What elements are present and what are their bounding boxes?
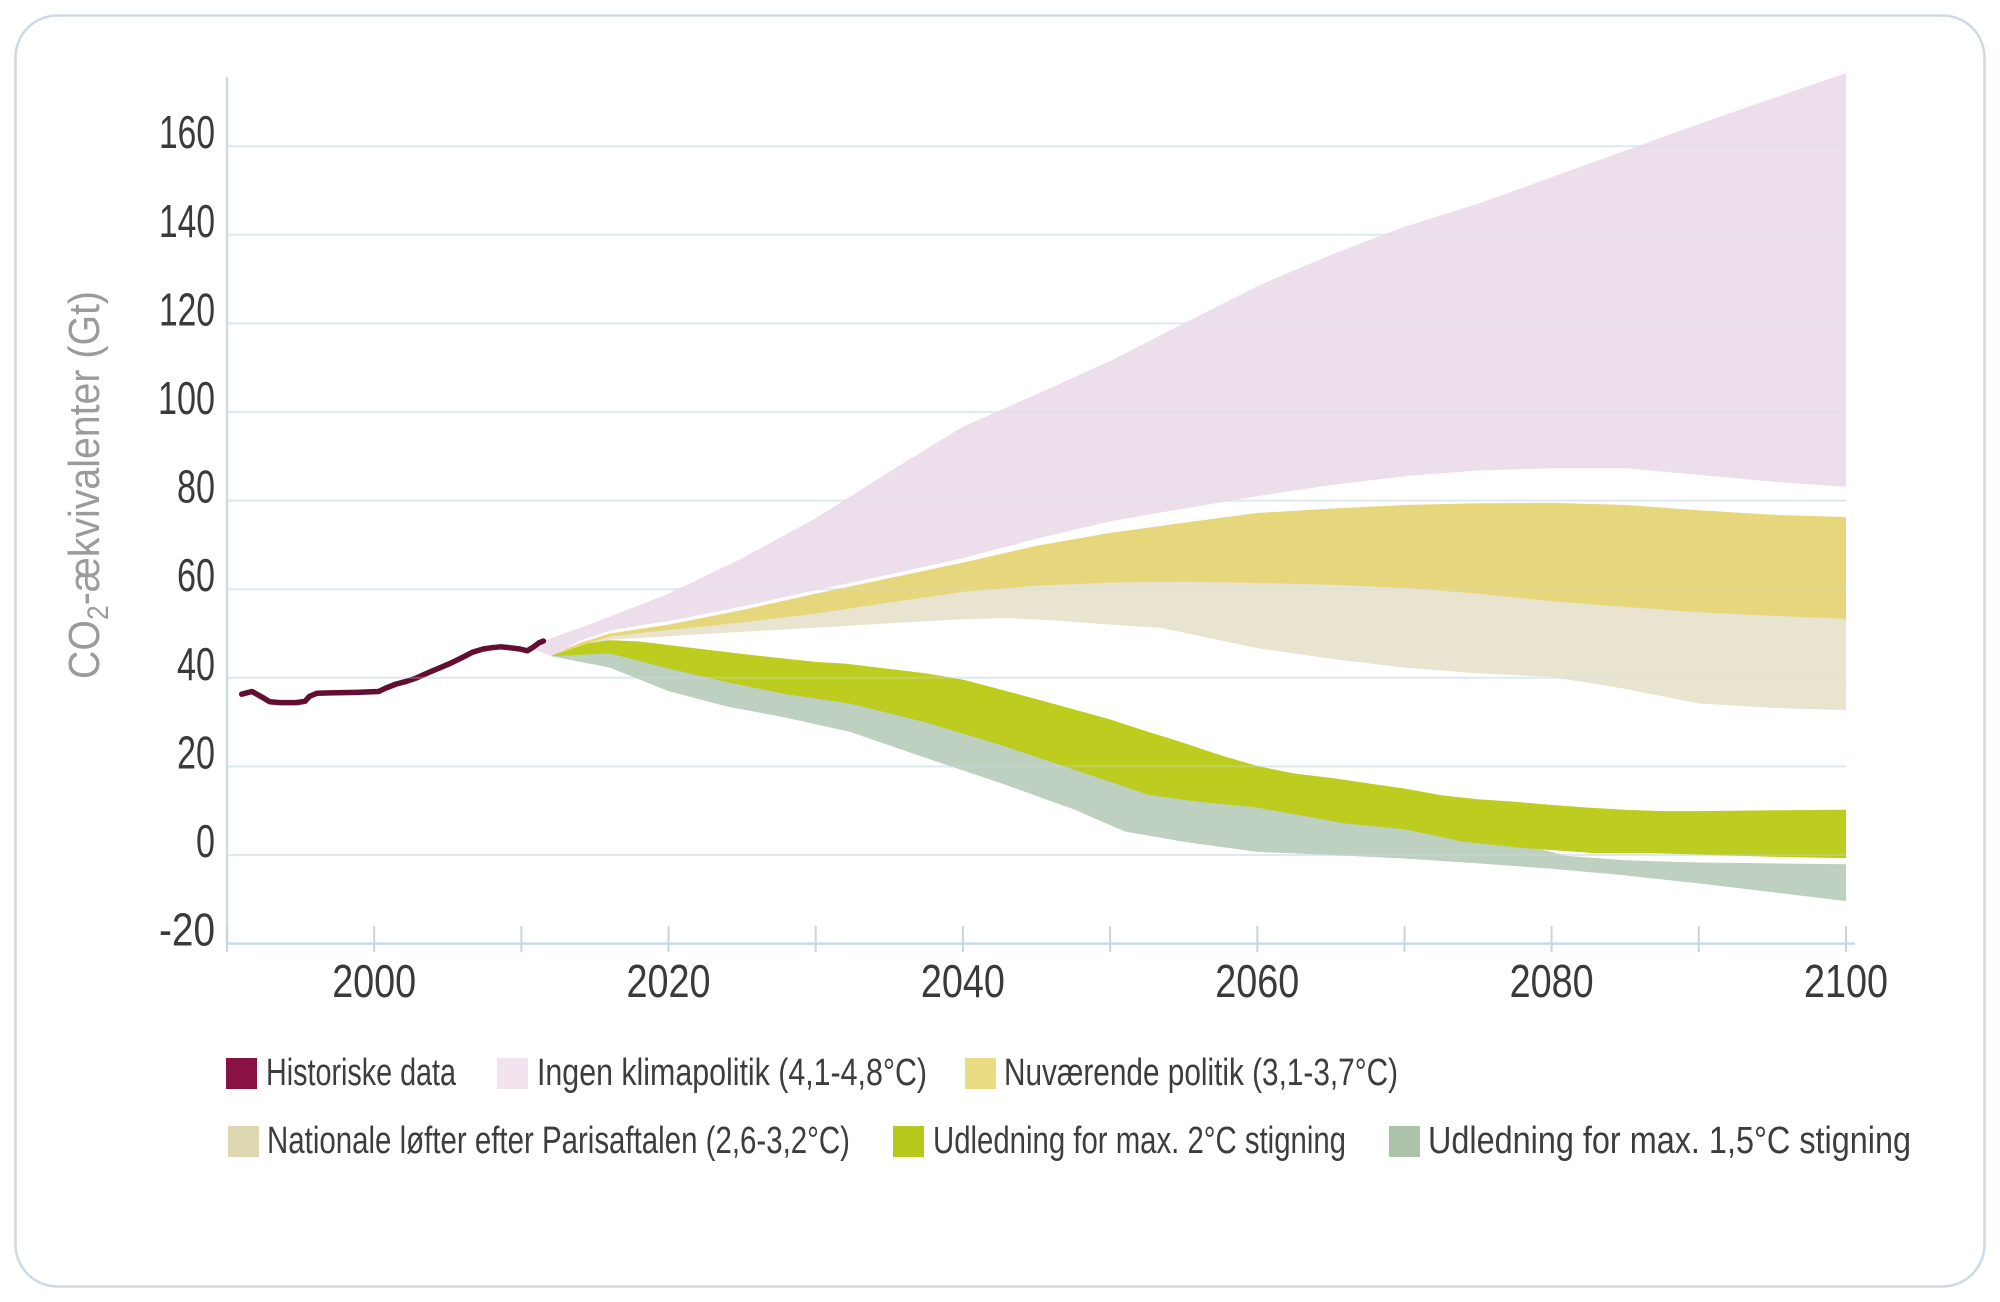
svg-text:0: 0 bbox=[196, 815, 215, 867]
svg-text:160: 160 bbox=[159, 106, 215, 158]
svg-text:2020: 2020 bbox=[627, 955, 711, 1007]
svg-text:2060: 2060 bbox=[1215, 955, 1299, 1007]
svg-text:140: 140 bbox=[159, 195, 215, 247]
svg-text:2000: 2000 bbox=[332, 955, 416, 1007]
svg-text:120: 120 bbox=[159, 283, 215, 335]
svg-text:40: 40 bbox=[177, 638, 215, 690]
svg-text:80: 80 bbox=[177, 461, 215, 513]
svg-text:Nationale løfter efter Parisaf: Nationale løfter efter Parisaftalen (2,6… bbox=[267, 1120, 850, 1162]
svg-text:Nuværende politik (3,1-3,7°C): Nuværende politik (3,1-3,7°C) bbox=[1004, 1052, 1398, 1094]
svg-text:60: 60 bbox=[177, 549, 215, 601]
svg-text:2080: 2080 bbox=[1510, 955, 1594, 1007]
svg-text:Udledning for max. 2°C stignin: Udledning for max. 2°C stigning bbox=[933, 1120, 1346, 1162]
svg-text:100: 100 bbox=[158, 372, 215, 424]
svg-text:Udledning for max. 1,5°C stign: Udledning for max. 1,5°C stigning bbox=[1428, 1120, 1911, 1162]
svg-text:Historiske data: Historiske data bbox=[266, 1052, 457, 1094]
svg-text:-20: -20 bbox=[159, 904, 215, 956]
svg-text:2100: 2100 bbox=[1804, 955, 1888, 1007]
svg-text:20: 20 bbox=[177, 726, 215, 778]
svg-text:CO2-ækvivalenter (Gt): CO2-ækvivalenter (Gt) bbox=[60, 291, 115, 679]
svg-text:Ingen klimapolitik (4,1-4,8°C): Ingen klimapolitik (4,1-4,8°C) bbox=[537, 1052, 927, 1094]
svg-text:2040: 2040 bbox=[921, 955, 1005, 1007]
